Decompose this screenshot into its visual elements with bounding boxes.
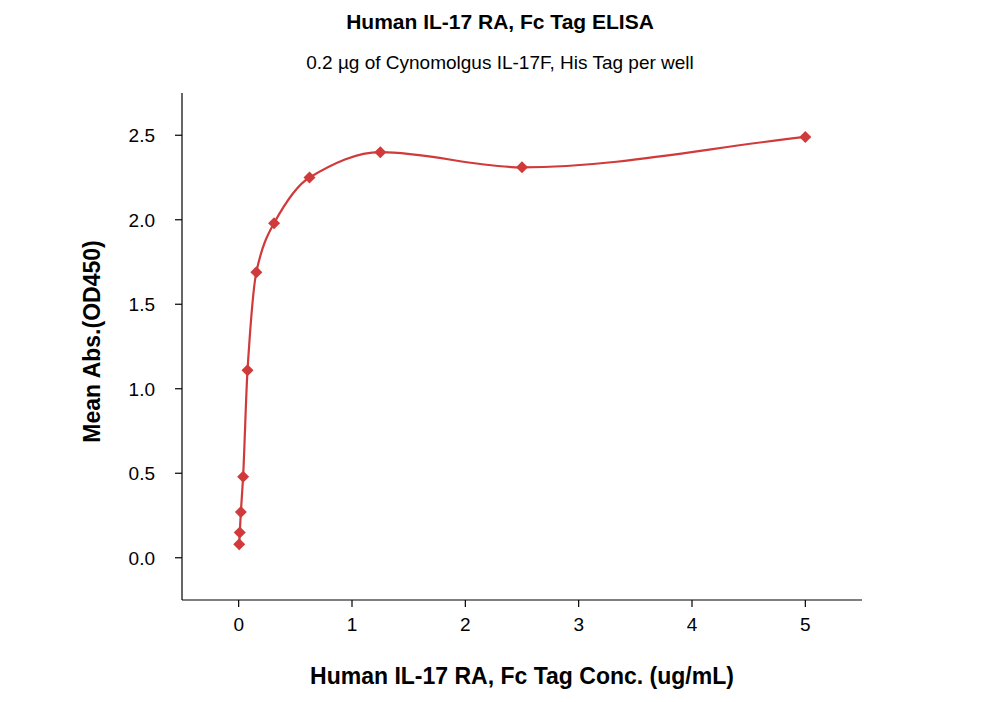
x-tick bbox=[805, 600, 806, 607]
y-tick-label: 1.5 bbox=[129, 294, 155, 315]
y-tick-label: 2.0 bbox=[129, 210, 155, 231]
y-tick bbox=[175, 388, 182, 389]
y-tick bbox=[175, 135, 182, 136]
x-tick bbox=[238, 600, 239, 607]
x-tick-label: 2 bbox=[460, 614, 471, 635]
fit-line bbox=[239, 137, 805, 544]
y-axis-label: Mean Abs.(OD450) bbox=[79, 240, 105, 442]
x-tick bbox=[578, 600, 579, 607]
subtitle: 0.2 µg of Cynomolgus IL-17F, His Tag per… bbox=[306, 52, 694, 73]
data-point bbox=[799, 131, 811, 143]
x-axis-label: Human IL-17 RA, Fc Tag Conc. (ug/mL) bbox=[310, 663, 734, 689]
y-tick bbox=[175, 557, 182, 558]
data-point bbox=[237, 471, 249, 483]
y-tick-label: 0.0 bbox=[129, 548, 155, 569]
x-tick bbox=[351, 600, 352, 607]
x-tick-label: 4 bbox=[687, 614, 698, 635]
y-tick-label: 2.5 bbox=[129, 125, 155, 146]
y-tick-label: 1.0 bbox=[129, 379, 155, 400]
data-point bbox=[268, 217, 280, 229]
x-tick-label: 1 bbox=[347, 614, 358, 635]
x-tick bbox=[691, 600, 692, 607]
y-tick bbox=[175, 304, 182, 305]
y-tick bbox=[175, 219, 182, 220]
x-axis-line bbox=[182, 599, 862, 600]
data-point bbox=[304, 172, 316, 184]
data-point bbox=[234, 526, 246, 538]
x-tick-label: 3 bbox=[573, 614, 584, 635]
x-tick-label: 5 bbox=[800, 614, 811, 635]
data-point bbox=[250, 266, 262, 278]
data-point bbox=[374, 146, 386, 158]
data-point bbox=[235, 506, 247, 518]
data-point bbox=[516, 161, 528, 173]
chart: Human IL-17 RA, Fc Tag ELISA 0.2 µg of Cy… bbox=[0, 0, 1000, 702]
x-tick-label: 0 bbox=[233, 614, 244, 635]
y-tick-label: 0.5 bbox=[129, 463, 155, 484]
data-point bbox=[233, 538, 245, 550]
title: Human IL-17 RA, Fc Tag ELISA bbox=[346, 10, 654, 33]
y-tick bbox=[175, 473, 182, 474]
y-axis-line bbox=[181, 93, 182, 600]
data-point bbox=[242, 364, 254, 376]
x-tick bbox=[465, 600, 466, 607]
plot-area bbox=[233, 131, 811, 550]
